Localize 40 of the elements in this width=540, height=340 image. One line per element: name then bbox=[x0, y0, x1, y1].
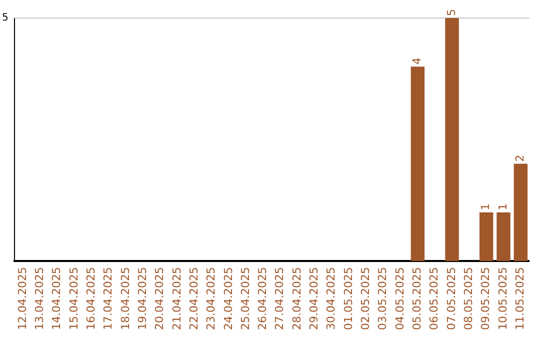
x-tick-label: 04.05.2025 bbox=[393, 267, 406, 330]
x-tick-label: 08.05.2025 bbox=[462, 267, 476, 330]
x-tick-label: 02.05.2025 bbox=[359, 267, 372, 330]
x-tick-label: 12.04.2025 bbox=[16, 267, 29, 330]
bar bbox=[479, 212, 494, 262]
x-tick-label: 11.05.2025 bbox=[514, 267, 527, 330]
bar bbox=[496, 212, 510, 262]
x-tick-label: 15.04.2025 bbox=[67, 267, 80, 330]
x-tick-label: 10.05.2025 bbox=[496, 267, 510, 330]
bar bbox=[410, 66, 425, 262]
x-tick-label: 07.05.2025 bbox=[444, 267, 458, 330]
x-tick-label: 27.04.2025 bbox=[273, 267, 286, 330]
x-tick-label: 01.05.2025 bbox=[342, 267, 355, 330]
x-tick-label: 29.04.2025 bbox=[308, 267, 321, 330]
x-tick-label: 22.04.2025 bbox=[187, 267, 200, 330]
x-tick-label: 19.04.2025 bbox=[136, 267, 149, 330]
data-label: 1 bbox=[496, 203, 510, 210]
data-label: 2 bbox=[514, 154, 527, 162]
x-tick-label: 20.04.2025 bbox=[153, 267, 166, 330]
x-tick-label: 16.04.2025 bbox=[84, 267, 98, 330]
x-tick-label: 13.04.2025 bbox=[32, 267, 46, 330]
x-tick-label: 23.04.2025 bbox=[204, 267, 218, 330]
bar bbox=[445, 18, 459, 262]
data-label: 4 bbox=[410, 58, 424, 65]
x-tick-label: 28.04.2025 bbox=[290, 267, 304, 330]
x-tick-label: 26.04.2025 bbox=[256, 267, 270, 330]
x-tick-label: 21.04.2025 bbox=[170, 267, 184, 330]
x-tick-label: 17.04.2025 bbox=[102, 267, 115, 330]
x-tick-label: 14.04.2025 bbox=[50, 267, 64, 330]
x-tick-label: 18.04.2025 bbox=[118, 267, 132, 330]
data-label: 1 bbox=[479, 203, 492, 210]
x-tick-label: 30.04.2025 bbox=[324, 267, 338, 330]
bar bbox=[514, 164, 528, 262]
data-label: 5 bbox=[444, 9, 458, 16]
x-tick-label: 03.05.2025 bbox=[376, 267, 390, 330]
x-tick-label: 25.04.2025 bbox=[238, 267, 252, 330]
x-tick-label: 06.05.2025 bbox=[428, 267, 441, 330]
x-tick-label: 09.05.2025 bbox=[479, 267, 492, 330]
x-tick-label: 05.05.2025 bbox=[410, 267, 424, 330]
x-tick-label: 24.04.2025 bbox=[222, 267, 235, 330]
